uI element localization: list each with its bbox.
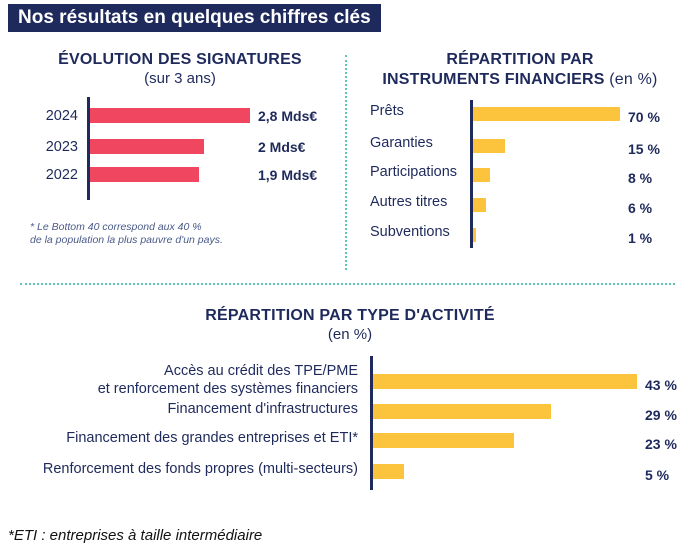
signatures-bar — [90, 167, 199, 182]
signatures-value-label: 2,8 Mds€ — [258, 108, 318, 124]
instruments-category-label: Autres titres — [370, 194, 448, 210]
instruments-title-line2: INSTRUMENTS FINANCIERS (en %) — [360, 70, 680, 90]
signatures-note-line: de la population la plus pauvre d'un pay… — [30, 234, 223, 246]
activity-category-label: Accès au crédit des TPE/PME et renforceme… — [20, 362, 358, 398]
instruments-bar — [473, 168, 490, 182]
signatures-value-label: 2 Mds€ — [258, 139, 306, 155]
instruments-value-label: 8 % — [628, 170, 653, 186]
page-banner: Nos résultats en quelques chiffres clés — [8, 4, 381, 32]
signatures-subtitle: (sur 3 ans) — [144, 70, 216, 87]
activity-value-label: 43 % — [645, 377, 677, 393]
footnote: *ETI : entreprises à taille intermédiair… — [8, 527, 263, 544]
instruments-bar — [473, 228, 476, 242]
instruments-title-line1: RÉPARTITION PAR — [446, 51, 594, 68]
instruments-axis — [470, 100, 473, 248]
activity-category-label-line: Accès au crédit des TPE/PME — [164, 363, 358, 379]
activity-category-label-line: Financement des grandes entreprises et E… — [66, 430, 358, 446]
activity-category-label-line: Financement d'infrastructures — [167, 401, 358, 417]
vertical-divider — [345, 55, 347, 270]
signatures-value-label: 1,9 Mds€ — [258, 167, 318, 183]
activity-bar — [373, 404, 552, 419]
instruments-bar — [473, 107, 620, 121]
signatures-category-label: 2024 — [45, 108, 78, 124]
signatures-title: ÉVOLUTION DES SIGNATURES — [58, 51, 302, 68]
instruments-title-text: INSTRUMENTS FINANCIERS — [382, 71, 605, 88]
instruments-value-label: 6 % — [628, 200, 653, 216]
instruments-category-label: Participations — [370, 164, 458, 180]
activity-category-label: Renforcement des fonds propres (multi-se… — [20, 460, 358, 478]
activity-axis — [370, 356, 373, 490]
horizontal-divider — [20, 283, 675, 285]
activity-title: RÉPARTITION PAR TYPE D'ACTIVITÉ — [205, 307, 495, 324]
instruments-category-label: Garanties — [370, 135, 433, 151]
instruments-bar — [473, 198, 486, 212]
instruments-bar — [473, 139, 505, 153]
instruments-value-label: 15 % — [628, 141, 660, 157]
activity-subtitle: (en %) — [327, 326, 373, 343]
activity-bar — [373, 433, 515, 448]
instruments-category-label: Subventions — [370, 224, 450, 240]
activity-bar — [373, 374, 637, 389]
activity-value-label: 5 % — [645, 467, 670, 483]
activity-bar — [373, 464, 404, 479]
signatures-category-label: 2022 — [45, 167, 78, 183]
activity-category-label: Financement d'infrastructures — [20, 400, 358, 418]
activity-category-label-line: Renforcement des fonds propres (multi-se… — [42, 461, 358, 477]
signatures-axis — [87, 97, 90, 200]
signatures-note: * Le Bottom 40 correspond aux 40 % de la… — [30, 221, 290, 247]
instruments-value-label: 70 % — [628, 109, 660, 125]
signatures-bar — [90, 139, 205, 154]
signatures-bar — [90, 108, 250, 123]
activity-category-label: Financement des grandes entreprises et E… — [20, 429, 358, 447]
activity-value-label: 23 % — [645, 436, 677, 452]
instruments-value-label: 1 % — [628, 230, 653, 246]
signatures-category-label: 2023 — [45, 139, 78, 155]
activity-category-label-line: et renforcement des systèmes financiers — [97, 381, 358, 397]
activity-value-label: 29 % — [645, 407, 677, 423]
signatures-note-line: * Le Bottom 40 correspond aux 40 % — [30, 221, 202, 233]
instruments-unit: (en %) — [609, 71, 658, 88]
instruments-category-label: Prêts — [370, 103, 404, 119]
